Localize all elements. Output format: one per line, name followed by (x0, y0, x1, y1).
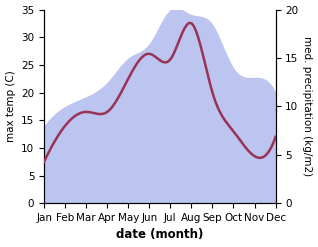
Y-axis label: max temp (C): max temp (C) (5, 70, 16, 142)
X-axis label: date (month): date (month) (116, 228, 204, 242)
Y-axis label: med. precipitation (kg/m2): med. precipitation (kg/m2) (302, 36, 313, 176)
